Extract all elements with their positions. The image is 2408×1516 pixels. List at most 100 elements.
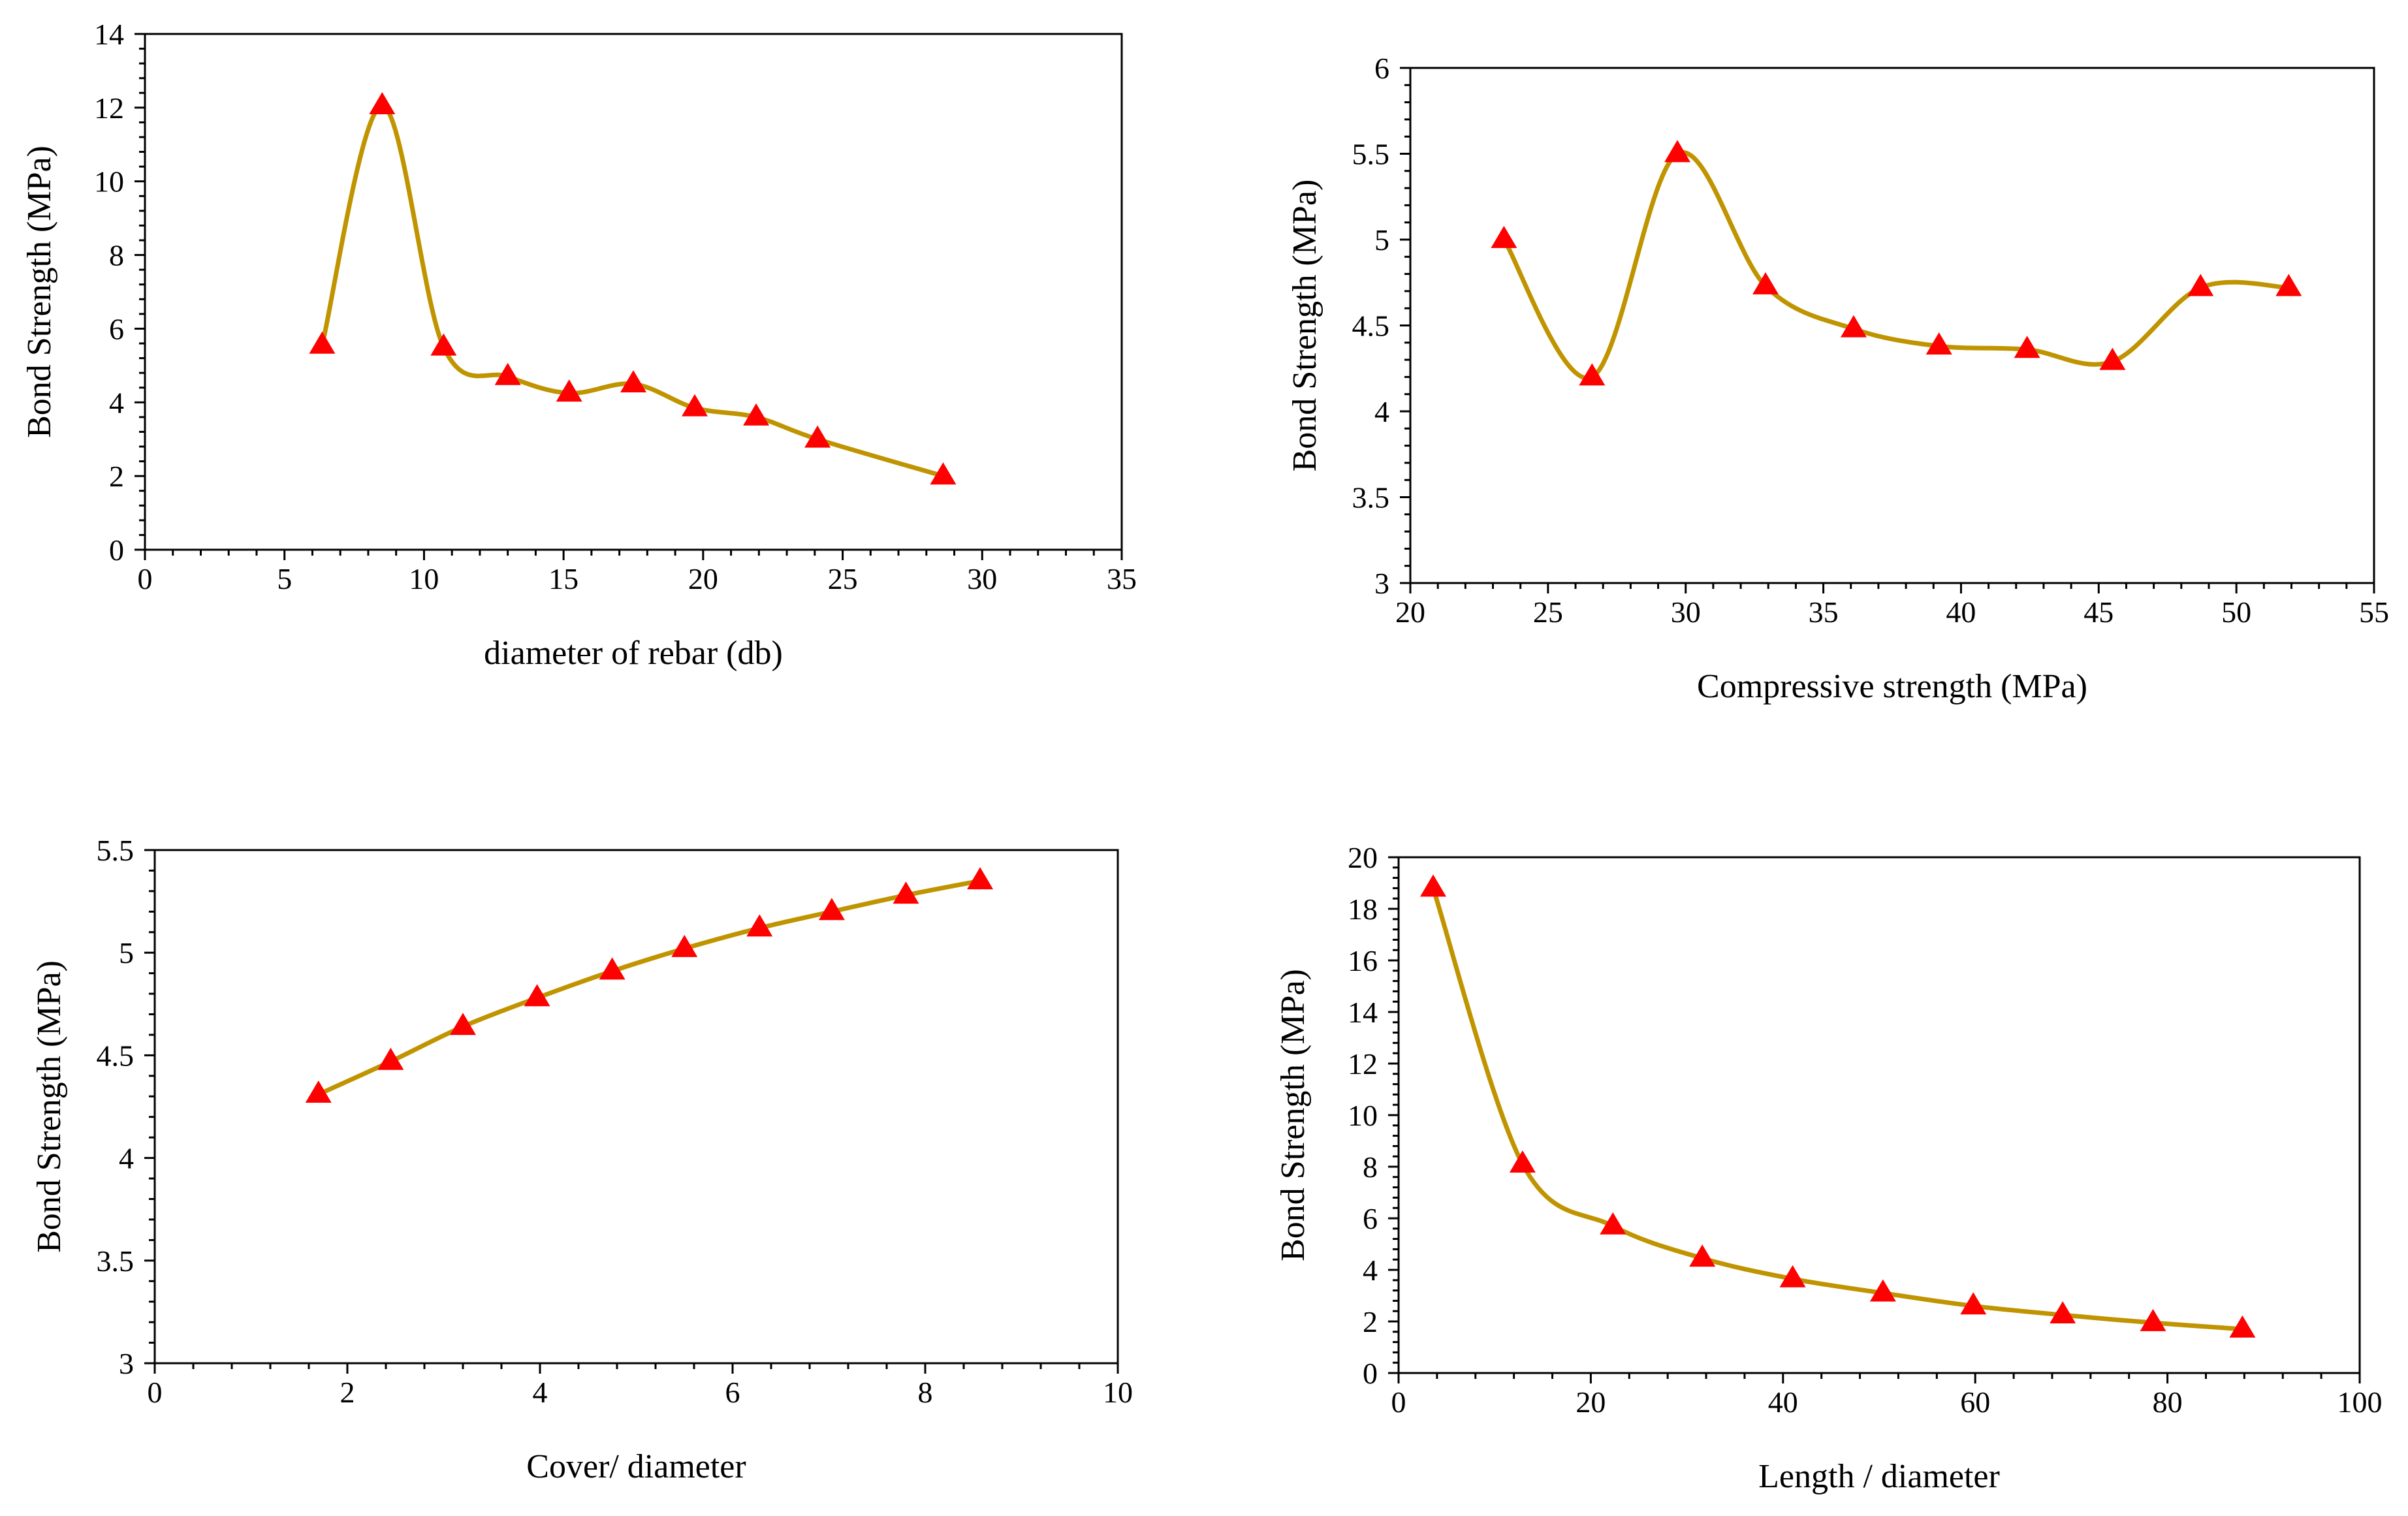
y-tick-label: 8 [1363,1150,1378,1184]
plot-frame [144,33,1123,551]
y-tick-label: 10 [94,165,124,198]
x-tick-label: 5 [277,562,292,595]
data-point-triangle [309,331,336,354]
x-tick-label: 10 [1103,1376,1133,1409]
x-tick-label: 0 [148,1376,163,1409]
y-tick-label: 3.5 [97,1244,135,1278]
y-tick-label: 14 [94,18,124,51]
y-tick-label: 3 [1374,567,1389,600]
x-tick-label: 20 [1576,1385,1606,1419]
y-tick-label: 6 [1374,52,1389,85]
y-tick-label: 3 [119,1347,134,1380]
y-tick-label: 4.5 [97,1039,135,1072]
y-tick-label: 4 [1374,395,1389,428]
data-point-triangle [1419,874,1446,897]
y-tick-label: 0 [109,533,124,567]
data-point-triangle [2275,274,2302,296]
data-point-triangle [1509,1150,1536,1173]
data-point-triangle [305,1081,332,1103]
plot-frame [1409,67,2375,584]
data-point-triangle [746,914,773,937]
data-point-triangle [2099,347,2126,370]
y-tick-label: 14 [1348,996,1378,1029]
y-tick-label: 2 [1363,1305,1378,1338]
data-point-triangle [804,425,831,448]
data-point-triangle [1840,315,1867,338]
x-tick-label: 6 [725,1376,740,1409]
data-point-triangle [1491,225,1517,248]
plot-frame [153,849,1119,1365]
data-point-triangle [1960,1292,1987,1315]
chart-bond-vs-cover-diameter: 0 2 4 6 8 10 3 3.5 4 4.5 5 5.5 Cover/ diameter Bond S… [31,834,1133,1485]
chart-bond-vs-rebar-diameter: 0 5 10 15 20 25 30 35 0 2 4 6 8 10 12 14 diameter of reb… [21,18,1137,672]
x-tick-label: 10 [409,562,439,595]
x-tick-label: 4 [533,1376,548,1409]
data-point-triangle [2014,336,2040,358]
data-point-triangle [1869,1279,1896,1302]
x-axis-title: Cover/ diameter [526,1448,746,1485]
data-point-triangle [2050,1301,2076,1324]
series-line [1431,885,2245,1332]
y-axis-title: Bond Strength (MPa) [31,960,68,1253]
data-point-triangle [930,462,957,485]
data-point-triangle [1925,332,1952,355]
y-tick-label: 18 [1348,892,1378,926]
x-tick-label: 60 [1960,1385,1990,1419]
y-tick-label: 3.5 [1352,481,1390,514]
y-tick-label: 20 [1348,841,1378,874]
y-tick-label: 5.5 [1352,138,1390,171]
y-tick-label: 0 [1363,1357,1378,1390]
y-tick-label: 4 [1363,1254,1378,1287]
x-tick-label: 30 [967,562,997,595]
x-tick-label: 25 [1533,595,1563,629]
data-point-triangle [682,394,708,417]
x-axis-title: Length / diameter [1758,1458,2000,1495]
x-tick-label: 20 [688,562,718,595]
data-point-triangle [1752,272,1779,294]
chart-bond-vs-length-diameter: 0 20 40 60 80 100 0 2 4 6 8 10 12 14 16 18 20 Length / di… [1275,841,2383,1495]
y-tick-label: 4 [109,386,124,419]
x-tick-label: 20 [1395,595,1425,629]
x-tick-label: 40 [1768,1385,1798,1419]
x-tick-label: 15 [548,562,578,595]
y-tick-label: 5 [1374,223,1389,257]
data-point-triangle [818,898,845,921]
series-line [319,103,945,479]
x-axis-title: diameter of rebar (db) [484,635,783,672]
data-point-triangle [377,1047,404,1070]
data-point-triangle [599,957,626,980]
x-tick-label: 2 [340,1376,355,1409]
x-tick-label: 0 [138,562,153,595]
data-point-triangle [1664,140,1691,163]
series-line [316,878,983,1097]
x-tick-label: 100 [2337,1385,2383,1419]
x-tick-label: 25 [828,562,858,595]
data-point-triangle [967,867,994,890]
y-tick-label: 16 [1348,944,1378,977]
data-point-triangle [524,984,550,1007]
data-point-triangle [2187,274,2214,296]
y-tick-label: 4 [119,1142,134,1175]
y-tick-label: 2 [109,460,124,493]
data-point-triangle [671,934,698,957]
data-point-triangle [556,379,582,402]
x-tick-label: 80 [2153,1385,2183,1419]
x-tick-label: 35 [1107,562,1137,595]
data-point-triangle [369,91,396,114]
y-tick-label: 6 [109,312,124,345]
y-tick-label: 8 [109,239,124,272]
data-point-triangle [620,370,646,392]
y-tick-label: 4.5 [1352,309,1390,343]
data-point-triangle [494,362,521,385]
x-tick-label: 35 [1809,595,1839,629]
x-tick-label: 50 [2221,595,2251,629]
data-point-triangle [1689,1244,1716,1267]
y-axis-title: Bond Strength (MPa) [21,146,58,438]
data-point-triangle [1779,1265,1806,1287]
y-tick-label: 5 [119,936,134,970]
y-axis-title: Bond Strength (MPa) [1275,969,1312,1261]
data-point-triangle [743,403,770,426]
data-point-triangle [1579,363,1606,386]
x-tick-label: 30 [1671,595,1701,629]
